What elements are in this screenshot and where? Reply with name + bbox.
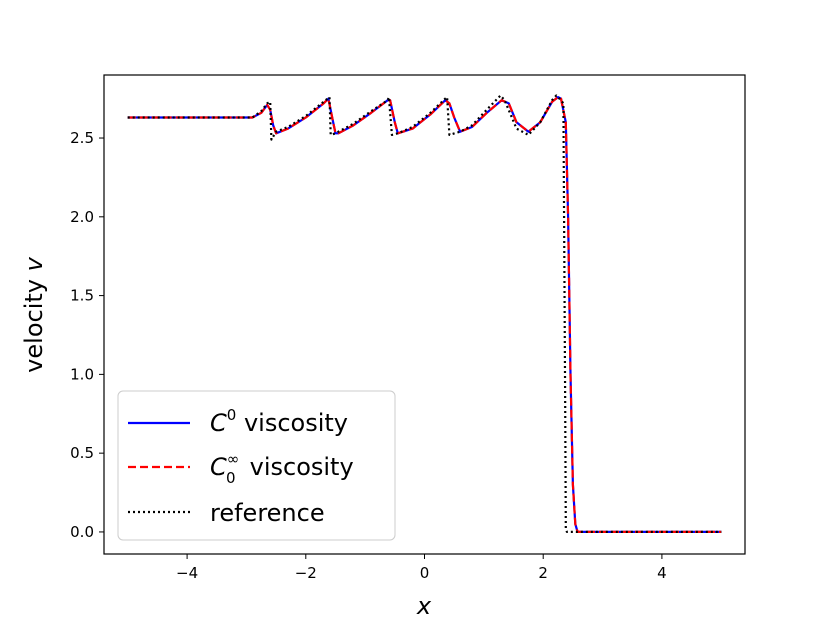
series-line-c0inf [127, 95, 722, 534]
y-axis-label: velocity v [20, 256, 48, 372]
series-layer [127, 94, 722, 534]
x-axis-label: x [416, 592, 432, 620]
y-tick-label: 1.0 [70, 365, 94, 383]
y-tick-label: 2.0 [70, 208, 94, 226]
x-tick-label: −4 [176, 564, 198, 582]
x-tick-label: 0 [420, 564, 430, 582]
x-tick-label: 4 [657, 564, 667, 582]
legend-label-c0: C0 viscosity [210, 406, 348, 437]
y-tick-label: 0.0 [70, 523, 94, 541]
legend: C0 viscosity C∞ 0 viscosity reference [117, 390, 396, 541]
tick-layer: −4 −2 0 2 4 0.0 0.5 1.0 1.5 2.0 2.5 [70, 129, 667, 582]
legend-label-reference: reference [210, 499, 325, 527]
legend-box [117, 390, 396, 541]
y-tick-label: 1.5 [70, 287, 94, 305]
x-tick-label: 2 [538, 564, 548, 582]
legend-label-c0inf: C∞ 0 viscosity [210, 450, 354, 487]
y-tick-label: 2.5 [70, 129, 94, 147]
y-tick-label: 0.5 [70, 444, 94, 462]
x-tick-label: −2 [295, 564, 317, 582]
